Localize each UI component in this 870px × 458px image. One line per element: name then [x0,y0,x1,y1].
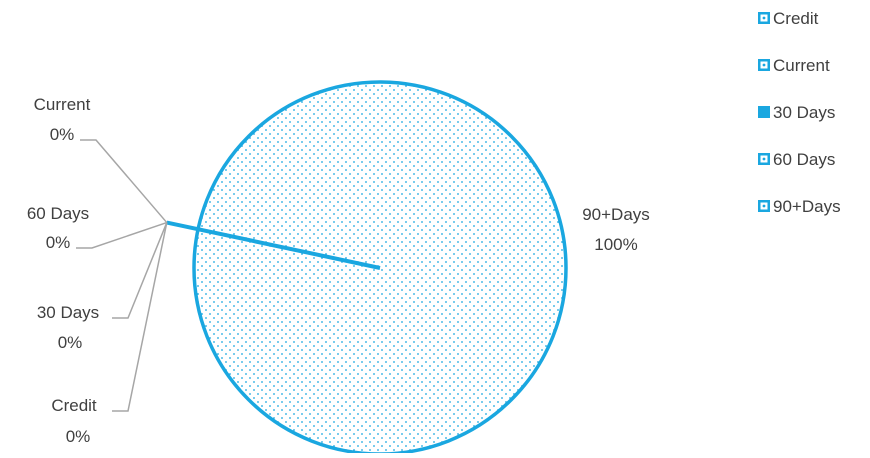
data-label-name-current: Current [34,95,91,114]
data-label-percent-60-days: 0% [46,233,71,252]
legend-swatch-dot-60-days [762,157,766,161]
data-label-name-90-days: 90+Days [582,205,650,224]
legend-item-credit: Credit [758,9,819,28]
legend-item-current: Current [758,56,830,75]
data-label-percent-90-days: 100% [594,235,637,254]
leader-line-60-days [76,221,168,249]
legend-swatch-dot-current [762,63,766,67]
legend-item-90-days: 90+Days [758,197,841,216]
legend-swatch-dot-90-days [762,204,766,208]
data-labels: Credit 0% Current 0% 30 Days 0% 60 Days 0% 90+Da… [27,95,650,446]
leader-line-current [80,139,168,224]
legend-label-current: Current [773,56,830,75]
legend-item-60-days: 60 Days [758,150,835,169]
legend-label-30-days: 30 Days [773,103,835,122]
leader-line-credit [112,222,168,412]
data-label-name-credit: Credit [51,396,97,415]
legend-swatch-dot-credit [762,16,766,20]
data-label-name-30-days: 30 Days [37,303,99,322]
legend: Credit Current 30 Days 60 Days 90+Days [758,9,841,216]
data-label-name-60-days: 60 Days [27,204,89,223]
legend-label-credit: Credit [773,9,819,28]
slice-edge-zero-values [166,220,381,270]
data-label-percent-current: 0% [50,125,75,144]
data-label-percent-credit: 0% [66,427,91,446]
leader-lines [76,139,168,412]
legend-label-90-days: 90+Days [773,197,841,216]
data-label-percent-30-days: 0% [58,333,83,352]
legend-label-60-days: 60 Days [773,150,835,169]
leader-line-30-days [112,222,168,319]
pie-slices [166,80,568,456]
legend-item-30-days: 30 Days [758,103,835,122]
legend-swatch-30-days [758,106,770,118]
